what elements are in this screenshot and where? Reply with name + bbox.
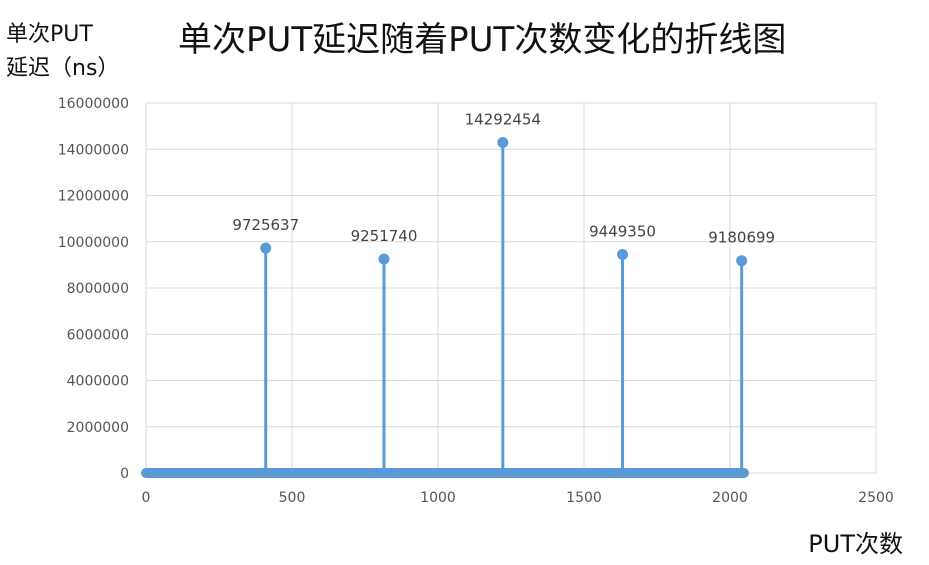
x-axis-label: PUT次数 — [808, 530, 903, 558]
peak-point-3 — [617, 248, 629, 260]
y-tick-label-3: 6000000 — [67, 327, 129, 343]
x-tick-label-3: 1500 — [566, 490, 602, 506]
peak-point-4 — [736, 255, 748, 267]
peak-label-3: 9449350 — [589, 222, 656, 240]
x-tick-label-0: 0 — [142, 490, 151, 506]
x-tick-label-4: 2000 — [712, 490, 748, 506]
x-tick-label-5: 2500 — [858, 490, 894, 506]
peak-point-2 — [497, 136, 509, 148]
peak-label-1: 9251740 — [351, 227, 418, 245]
y-tick-label-7: 14000000 — [58, 142, 129, 158]
chart-title: 单次PUT延迟随着PUT次数变化的折线图 — [178, 20, 787, 60]
peak-label-4: 9180699 — [708, 229, 775, 247]
y-tick-label-8: 16000000 — [58, 96, 129, 112]
y-axis-label: 单次PUT 延迟（ns） — [6, 18, 119, 86]
x-tick-label-2: 1000 — [420, 490, 456, 506]
y-tick-label-6: 12000000 — [58, 189, 129, 205]
y-tick-label-0: 0 — [120, 466, 129, 482]
x-tick-label-1: 500 — [279, 490, 306, 506]
y-tick-label-5: 10000000 — [58, 235, 129, 251]
y-axis-label-line1: 单次PUT — [6, 22, 93, 47]
y-axis-label-line2: 延迟（ns） — [6, 56, 120, 81]
y-tick-label-4: 8000000 — [67, 281, 129, 297]
peak-label-0: 9725637 — [232, 216, 299, 234]
y-tick-label-1: 2000000 — [67, 420, 129, 436]
peak-label-2: 14292454 — [465, 110, 541, 128]
peak-point-1 — [378, 253, 390, 265]
peak-point-0 — [260, 242, 272, 254]
y-tick-label-2: 4000000 — [67, 374, 129, 390]
